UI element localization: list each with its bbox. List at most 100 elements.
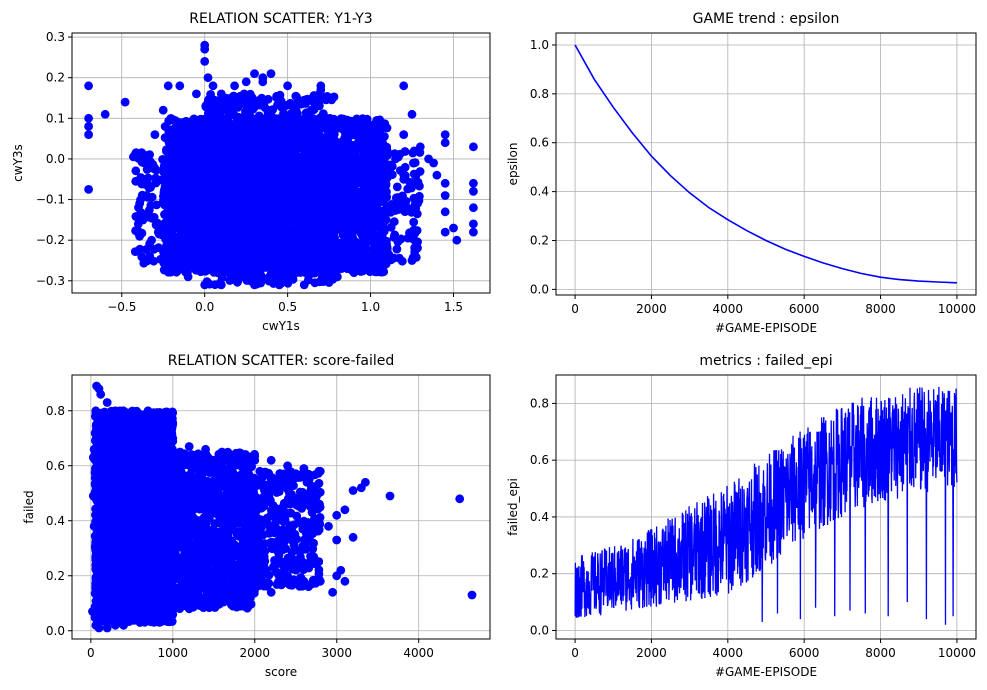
scatter-point bbox=[258, 77, 268, 87]
x-tick-label: 0.5 bbox=[278, 300, 297, 314]
y-tick-label: 0.1 bbox=[46, 111, 65, 125]
scatter-point bbox=[275, 178, 284, 188]
scatter-point bbox=[333, 272, 342, 282]
scatter-point bbox=[440, 191, 450, 200]
scatter-point bbox=[233, 276, 243, 286]
y-tick-label: 0.0 bbox=[530, 282, 549, 296]
y-tick-label: 1.0 bbox=[530, 38, 549, 52]
scatter-point bbox=[391, 154, 400, 164]
scatter-point bbox=[246, 237, 256, 247]
scatter-point bbox=[305, 126, 315, 136]
scatter-point bbox=[181, 146, 191, 156]
scatter-point bbox=[469, 227, 478, 237]
scatter-point bbox=[299, 178, 309, 188]
scatter-point bbox=[289, 161, 299, 171]
scatter-point bbox=[406, 231, 415, 241]
scatter-point bbox=[258, 140, 267, 150]
scatter-point bbox=[163, 81, 173, 91]
scatter-point bbox=[302, 224, 312, 234]
scatter-point bbox=[301, 213, 311, 223]
scatter-point bbox=[215, 257, 225, 267]
scatter-point bbox=[226, 93, 236, 103]
x-tick-label: 6000 bbox=[789, 302, 820, 316]
scatter-point bbox=[133, 219, 143, 229]
scatter-point bbox=[238, 154, 247, 164]
scatter-point bbox=[452, 235, 462, 245]
scatter-point bbox=[410, 158, 420, 168]
scatter-point bbox=[149, 256, 159, 266]
scatter-point bbox=[230, 219, 240, 229]
scatter-point bbox=[329, 155, 338, 165]
scatter-point bbox=[247, 267, 257, 277]
scatter-point bbox=[200, 57, 210, 66]
scatter-point bbox=[222, 175, 232, 184]
scatter-point bbox=[302, 187, 312, 197]
scatter-point bbox=[238, 217, 247, 227]
scatter-point bbox=[392, 244, 402, 254]
scatter-point bbox=[342, 216, 352, 226]
scatter-point bbox=[413, 237, 422, 247]
scatter-point bbox=[257, 186, 267, 196]
y-tick-label: 0.3 bbox=[46, 30, 65, 44]
scatter-point bbox=[183, 272, 193, 282]
scatter-point bbox=[208, 81, 218, 91]
scatter-point bbox=[266, 227, 276, 237]
scatter-point bbox=[150, 130, 160, 140]
ylabel-epsilon: epsilon bbox=[506, 143, 520, 186]
scatter-point bbox=[359, 208, 369, 218]
ylabel-y1-y3: cwY3s bbox=[11, 144, 25, 182]
scatter-point bbox=[299, 280, 309, 290]
scatter-point bbox=[245, 224, 254, 234]
scatter-point bbox=[358, 231, 367, 241]
scatter-point bbox=[230, 175, 240, 185]
scatter-point bbox=[227, 196, 237, 206]
scatter-point bbox=[248, 203, 257, 213]
scatter-point bbox=[360, 162, 370, 172]
scatter-point bbox=[407, 109, 417, 119]
scatter-point bbox=[216, 89, 226, 99]
scatter-point bbox=[362, 114, 372, 124]
scatter-point bbox=[366, 130, 375, 140]
scatter-point bbox=[152, 200, 162, 210]
scatter-point bbox=[201, 158, 211, 168]
scatter-point bbox=[189, 114, 199, 124]
scatter-point bbox=[244, 258, 254, 268]
scatter-point bbox=[389, 217, 399, 227]
scatter-point bbox=[296, 243, 306, 253]
y-tick-label: −0.3 bbox=[36, 274, 65, 288]
scatter-point bbox=[181, 210, 191, 220]
scatter-point bbox=[469, 203, 478, 213]
y-tick-label: 0.6 bbox=[530, 136, 549, 150]
scatter-point bbox=[347, 140, 357, 150]
scatter-point bbox=[289, 254, 299, 264]
scatter-point bbox=[84, 185, 93, 194]
scatter-point bbox=[367, 227, 377, 237]
scatter-point bbox=[192, 89, 201, 99]
scatter-point bbox=[165, 238, 174, 248]
x-tick-label: 0.0 bbox=[195, 300, 214, 314]
scatter-point bbox=[283, 185, 293, 195]
scatter-point bbox=[382, 201, 392, 211]
scatter-point bbox=[303, 268, 312, 278]
scatter-point bbox=[316, 85, 326, 95]
scatter-point bbox=[318, 257, 328, 267]
scatter-point bbox=[283, 81, 292, 91]
scatter-point bbox=[160, 122, 170, 131]
scatter-point bbox=[215, 159, 224, 169]
scatter-point bbox=[158, 105, 168, 115]
scatter-point bbox=[268, 132, 278, 142]
y-tick-label: 0.2 bbox=[530, 233, 549, 247]
scatter-point bbox=[287, 133, 297, 143]
scatter-point bbox=[162, 146, 171, 156]
title-epsilon: GAME trend : epsilon bbox=[693, 11, 840, 27]
scatter-point bbox=[333, 212, 342, 222]
scatter-point bbox=[366, 256, 375, 265]
scatter-point bbox=[247, 135, 257, 145]
scatter-point bbox=[206, 135, 216, 144]
y-tick-label: −0.1 bbox=[36, 193, 65, 207]
scatter-point bbox=[227, 136, 237, 146]
scatter-point bbox=[349, 268, 359, 278]
scatter-point bbox=[267, 247, 277, 256]
scatter-point bbox=[400, 147, 410, 156]
